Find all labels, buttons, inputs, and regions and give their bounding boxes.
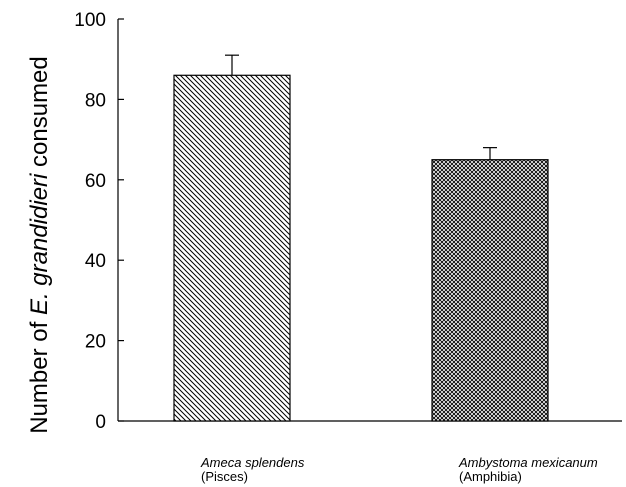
svg-text:Number of E. grandidieri consu: Number of E. grandidieri consumed [26, 56, 53, 434]
y-axis-label-species: E. grandidieri [26, 173, 53, 315]
category-labels: Ameca splendens(Pisces) Ambystoma mexican… [200, 455, 598, 484]
error-bars [225, 54, 497, 160]
y-tick-label: 40 [85, 251, 106, 272]
y-axis-label: Number of E. grandidieri consumed [26, 56, 53, 434]
y-tick-label: 100 [74, 10, 106, 31]
y-axis-label-prefix: Number of [26, 315, 53, 434]
y-tick-label: 60 [85, 171, 106, 192]
y-axis-label-suffix: consumed [26, 56, 53, 173]
category-label-species: Ameca splendens [200, 455, 305, 470]
y-tick-label: 80 [85, 90, 106, 111]
y-tick-label: 20 [85, 332, 106, 353]
bar [431, 159, 549, 422]
category-label-group: (Pisces) [201, 469, 248, 484]
bar [173, 74, 291, 422]
axes: 0 20 40 60 80 100 [74, 10, 622, 433]
y-tick-label: 0 [95, 412, 106, 433]
category-label-group: (Amphibia) [459, 469, 522, 484]
category-label-species: Ambystoma mexicanum [458, 455, 598, 470]
bars [173, 74, 549, 422]
